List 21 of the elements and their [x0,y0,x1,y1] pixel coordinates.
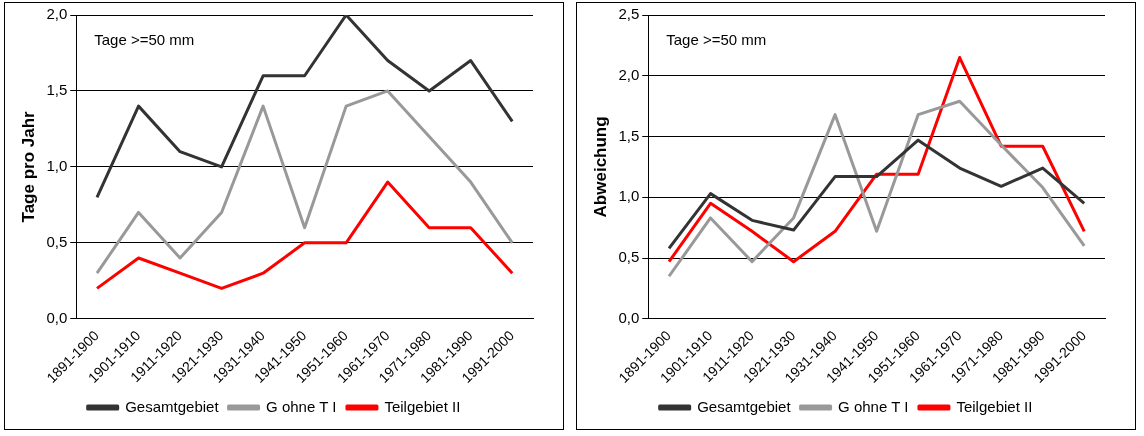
legend-label: Teilgebiet II [956,397,1033,415]
legend-label: G ohne T I [838,397,909,415]
y-tick-label: 0,0 [46,308,68,326]
y-tick-label: 2,0 [618,65,640,83]
y-tick-label: 1,0 [46,157,68,175]
y-tick-label: 1,0 [618,187,640,205]
legend-label: G ohne T I [266,397,337,415]
annotation: Tage >=50 mm [94,30,195,48]
legend-label: Gesamtgebiet [125,397,220,415]
y-tick-label: 2,0 [46,5,68,23]
legend-label: Gesamtgebiet [697,397,792,415]
y-tick-label: 0,5 [618,248,640,266]
y-tick-label: 1,5 [618,126,640,144]
y-tick-label: 1,5 [46,81,68,99]
y-tick-label: 2,5 [618,5,640,23]
y-axis-title: Tage pro Jahr [18,110,38,223]
y-axis-title: Abweichung [590,116,610,218]
legend-label: Teilgebiet II [384,397,461,415]
y-tick-label: 0,5 [46,232,68,250]
annotation: Tage >=50 mm [666,30,767,48]
y-tick-label: 0,0 [618,308,640,326]
